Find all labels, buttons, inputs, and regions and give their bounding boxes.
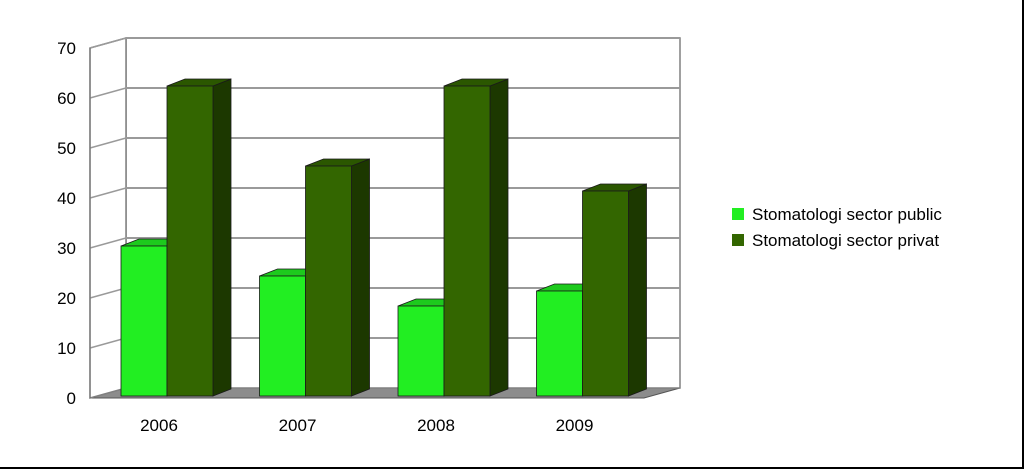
y-tick-label: 60 xyxy=(57,89,76,108)
y-tick-label: 20 xyxy=(57,289,76,308)
legend-swatch xyxy=(732,208,744,220)
bar xyxy=(166,78,232,397)
bar xyxy=(582,183,647,397)
gridline-side xyxy=(89,337,127,349)
bar-front xyxy=(305,165,352,397)
x-tick-label: 2006 xyxy=(140,416,178,435)
legend-label: Stomatologi sector public xyxy=(752,205,942,224)
gridline-side xyxy=(89,237,127,249)
bar-front xyxy=(166,85,214,397)
y-tick-label: 10 xyxy=(57,339,76,358)
bar-front xyxy=(536,290,583,397)
y-axis-ticks: 0 10 20 30 40 50 60 70 xyxy=(57,39,76,408)
y-tick-label: 40 xyxy=(57,189,76,208)
gridline-side xyxy=(89,37,127,49)
bar-front xyxy=(582,190,629,397)
y-tick-label: 30 xyxy=(57,239,76,258)
x-axis-ticks: 2006 2007 2008 2009 xyxy=(140,416,593,435)
bar-front xyxy=(120,245,168,397)
bar-side xyxy=(489,78,509,397)
legend-swatch xyxy=(732,234,744,246)
legend-label: Stomatologi sector privat xyxy=(752,231,939,250)
x-tick-label: 2009 xyxy=(556,416,594,435)
bar-side xyxy=(212,78,232,397)
bar-side xyxy=(628,183,647,397)
gridline-side xyxy=(89,87,127,99)
x-tick-label: 2008 xyxy=(417,416,455,435)
bar-front xyxy=(443,85,491,397)
gridline-side xyxy=(89,187,127,199)
gridline-side xyxy=(89,137,127,149)
legend: Stomatologi sector public Stomatologi sec… xyxy=(732,205,942,250)
chart-side-wall xyxy=(89,37,127,399)
bar xyxy=(305,158,370,397)
bar-front xyxy=(259,275,306,397)
gridline-side xyxy=(89,287,127,299)
y-tick-label: 70 xyxy=(57,39,76,58)
y-tick-label: 50 xyxy=(57,139,76,158)
x-tick-label: 2007 xyxy=(279,416,317,435)
bar-front xyxy=(397,305,445,397)
y-tick-label: 0 xyxy=(67,389,76,408)
bar xyxy=(443,78,509,397)
bar-side xyxy=(351,158,370,397)
bars xyxy=(120,78,647,397)
